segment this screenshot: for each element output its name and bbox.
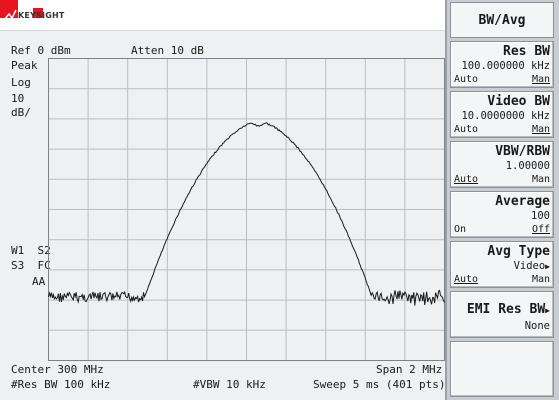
softkey-value: 100.000000 kHz <box>461 60 550 72</box>
softkey-right-option: Off <box>531 224 550 235</box>
softkey-left-option: Auto <box>454 274 479 285</box>
softkey-left-option: Auto <box>454 74 479 85</box>
vbw-rbw-softkey[interactable]: VBW/RBW 1.00000 Auto Man <box>450 141 554 188</box>
emi-res-bw-softkey[interactable]: EMI Res BW▶ None <box>450 291 554 338</box>
scale-unit-label: dB/ <box>11 106 31 119</box>
softkey-panel: BW/Avg Res BW 100.000000 kHz Auto Man Vi… <box>448 0 559 400</box>
submenu-arrow-icon: ▶ <box>545 262 550 271</box>
spectrum-display <box>48 58 445 361</box>
softkey-title: Video BW <box>487 94 550 109</box>
softkey-title-text: EMI Res BW <box>466 302 546 317</box>
graticule <box>48 58 445 361</box>
menu-title: BW/Avg <box>450 2 554 38</box>
average-softkey[interactable]: Average 100 On Off <box>450 191 554 238</box>
softkey-value: None <box>524 320 550 332</box>
softkey-value: Video▶ <box>514 260 550 272</box>
submenu-arrow-icon: ▶ <box>545 306 550 315</box>
spectrum-trace <box>48 122 445 306</box>
softkey-value: 1.00000 <box>505 160 550 172</box>
attenuation: Atten 10 dB <box>131 44 204 57</box>
res-bw-readout: #Res BW 100 kHz <box>11 378 111 391</box>
softkey-value: 100 <box>531 210 550 222</box>
softkey-right-option: Man <box>531 124 550 135</box>
softkey-left-option: Auto <box>454 174 479 185</box>
softkey-title: Avg Type <box>487 244 550 259</box>
trace-mode-line1: W1 S2 <box>11 244 51 257</box>
softkey-right-option: Man <box>531 174 550 185</box>
softkey-right-option: Man <box>531 74 550 85</box>
softkey-title: EMI Res BW▶ <box>467 302 550 317</box>
res-bw-softkey[interactable]: Res BW 100.000000 kHz Auto Man <box>450 41 554 88</box>
blank-softkey[interactable] <box>450 341 554 397</box>
logo-bar: KEYSIGHT <box>0 0 445 31</box>
ref-level: Ref 0 dBm <box>11 44 71 57</box>
trace-mode-line2: S3 FC <box>11 259 51 272</box>
center-frequency: Center 300 MHz <box>11 363 104 376</box>
scale-value-label: 10 <box>11 92 25 105</box>
detector-label: Peak <box>11 59 38 72</box>
softkey-left-option: On <box>454 224 467 235</box>
softkey-title: Res BW <box>503 44 550 59</box>
softkey-value: 10.0000000 kHz <box>461 110 550 122</box>
softkey-left-option: Auto <box>454 124 479 135</box>
sweep-readout: Sweep 5 ms (401 pts) <box>313 378 446 391</box>
scale-type-label: Log <box>11 76 31 89</box>
vbw-readout: #VBW 10 kHz <box>193 378 266 391</box>
softkey-right-option: Man <box>531 274 550 285</box>
avg-type-softkey[interactable]: Avg Type Video▶ Auto Man <box>450 241 554 288</box>
softkey-value-text: Video <box>513 260 546 272</box>
trace-mode-line3: AA <box>32 275 46 288</box>
keysight-logo-icon <box>0 0 43 21</box>
video-bw-softkey[interactable]: Video BW 10.0000000 kHz Auto Man <box>450 91 554 138</box>
softkey-title: VBW/RBW <box>495 144 550 159</box>
graticule-border <box>48 58 445 361</box>
logo-text: KEYSIGHT <box>18 11 65 20</box>
softkey-title: Average <box>495 194 550 209</box>
span-frequency: Span 2 MHz <box>376 363 443 376</box>
analyzer-screen: KEYSIGHT Ref 0 dBm Atten 10 dB Peak Log … <box>0 0 447 400</box>
